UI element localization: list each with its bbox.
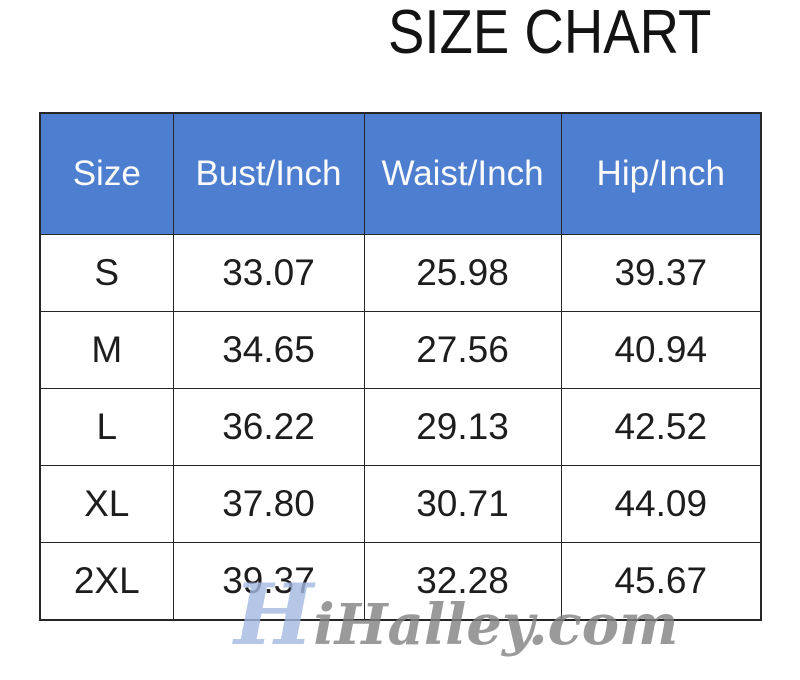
waist-cell: 27.56 [363, 311, 562, 389]
size-cell: L [39, 388, 174, 466]
size-cell: M [39, 311, 174, 389]
column-header-waist: Waist/Inch [363, 112, 562, 235]
size-cell: 2XL [39, 542, 174, 621]
column-header-hip: Hip/Inch [560, 112, 762, 235]
table-header-row: Size Bust/Inch Waist/Inch Hip/Inch [39, 112, 762, 235]
size-cell: S [39, 234, 174, 312]
waist-cell: 30.71 [363, 465, 562, 543]
waist-cell: 29.13 [363, 388, 562, 466]
page-title: SIZE CHART [388, 0, 712, 67]
size-cell: XL [39, 465, 174, 543]
size-chart-table: Size Bust/Inch Waist/Inch Hip/Inch S 33.… [39, 112, 762, 621]
hip-cell: 39.37 [560, 234, 762, 312]
waist-cell: 25.98 [363, 234, 562, 312]
bust-cell: 36.22 [172, 388, 365, 466]
table-row-2xl: 2XL 39.37 32.28 45.67 [39, 542, 762, 621]
column-header-bust: Bust/Inch [172, 112, 365, 235]
bust-cell: 39.37 [172, 542, 365, 621]
hip-cell: 44.09 [560, 465, 762, 543]
column-header-size: Size [39, 112, 174, 235]
bust-cell: 34.65 [172, 311, 365, 389]
table-row-xl: XL 37.80 30.71 44.09 [39, 465, 762, 543]
waist-cell: 32.28 [363, 542, 562, 621]
table-row-s: S 33.07 25.98 39.37 [39, 234, 762, 312]
hip-cell: 40.94 [560, 311, 762, 389]
hip-cell: 45.67 [560, 542, 762, 621]
table-row-l: L 36.22 29.13 42.52 [39, 388, 762, 466]
table-row-m: M 34.65 27.56 40.94 [39, 311, 762, 389]
hip-cell: 42.52 [560, 388, 762, 466]
bust-cell: 37.80 [172, 465, 365, 543]
bust-cell: 33.07 [172, 234, 365, 312]
